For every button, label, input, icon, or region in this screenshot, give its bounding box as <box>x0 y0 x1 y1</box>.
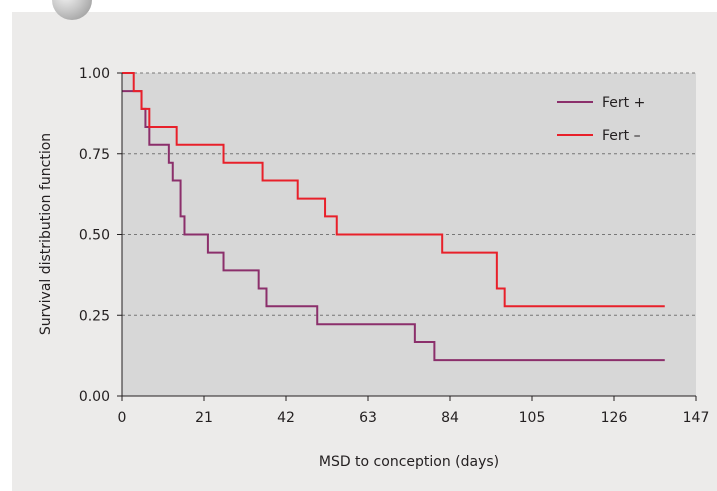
legend: Fert + Fert – <box>557 95 645 144</box>
y-axis-label: Survival distribution function <box>38 133 54 335</box>
y-tick-label-3: 0.75 <box>79 147 110 163</box>
y-tick-label-4: 1.00 <box>79 66 110 82</box>
x-tick-label-3: 63 <box>359 410 377 426</box>
tick-labels: 0 21 42 63 84 105 126 147 0.00 0.25 0.50 0.75 1.00 <box>79 66 710 426</box>
series-line-fert-minus <box>122 72 665 308</box>
legend-label-1: Fert – <box>602 128 641 144</box>
x-tick-label-2: 42 <box>277 410 295 426</box>
series-line-fert-plus <box>122 90 665 362</box>
axes <box>117 72 697 401</box>
series-layer <box>122 72 665 362</box>
x-tick-label-0: 0 <box>118 410 127 426</box>
x-tick-label-7: 147 <box>683 410 710 426</box>
logo-icon <box>52 0 92 20</box>
y-tick-label-0: 0.00 <box>79 389 110 405</box>
y-tick-label-2: 0.50 <box>79 228 110 244</box>
y-tick-label-1: 0.25 <box>79 308 110 324</box>
x-tick-label-6: 126 <box>601 410 628 426</box>
x-tick-label-1: 21 <box>195 410 213 426</box>
x-axis-label: MSD to conception (days) <box>319 454 499 470</box>
x-tick-label-4: 84 <box>441 410 459 426</box>
x-tick-label-5: 105 <box>519 410 546 426</box>
legend-label-0: Fert + <box>602 95 645 111</box>
